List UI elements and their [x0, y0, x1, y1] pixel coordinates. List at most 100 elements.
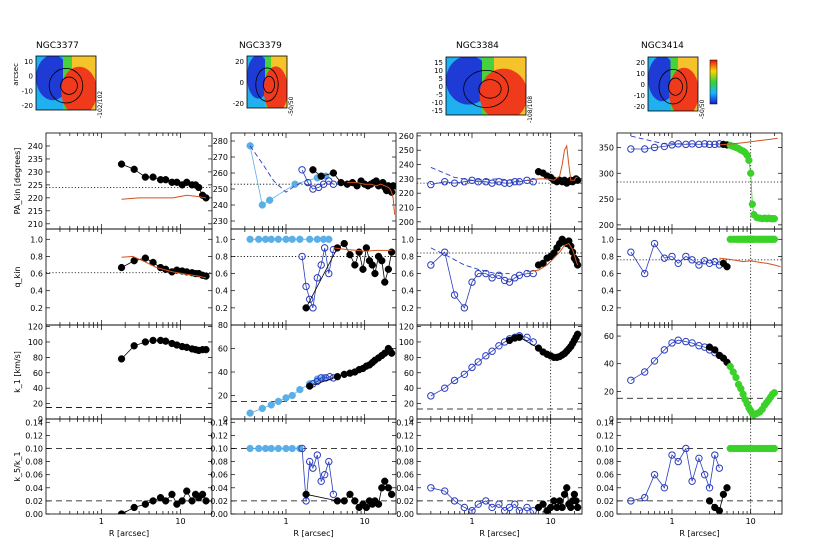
row-label: k_1 [km/s] [13, 351, 22, 393]
data-point [362, 503, 371, 512]
data-point [313, 235, 321, 243]
data-point [723, 484, 731, 492]
panel-frame [416, 324, 583, 420]
data-point [296, 235, 304, 243]
data-point-open [641, 145, 649, 153]
data-point-open [688, 339, 696, 347]
y-tick-label: 0.02 [25, 497, 43, 506]
data-point [346, 251, 354, 259]
data-point [748, 200, 757, 208]
y-tick-label: 220 [399, 189, 414, 198]
x-tick-label: 10 [546, 517, 556, 526]
data-point-open [460, 178, 469, 186]
data-point [556, 497, 564, 505]
y-tick-label: 270 [213, 153, 228, 162]
y-tick-label: 230 [28, 168, 43, 177]
series-line-photometric [719, 257, 781, 268]
series-line-dashed [430, 166, 520, 181]
y-tick-label: 0.14 [596, 418, 614, 427]
map-frame [246, 55, 288, 109]
x-axis-label: R [arcsec] [679, 529, 719, 538]
data-point-open [660, 484, 669, 492]
data-point [255, 444, 263, 453]
y-tick-label: 0.08 [210, 458, 228, 467]
panel-content [46, 448, 212, 514]
y-tick-label: 0.8 [30, 252, 43, 261]
data-point [178, 497, 186, 505]
panel-content [231, 235, 396, 312]
data-point-open [317, 261, 325, 269]
velocity-map-ngc3414: NGC3414 20 10 0 -10 -20 -50/50 [634, 41, 706, 119]
y-tick-label: 260 [213, 169, 228, 178]
data-point [378, 257, 386, 265]
data-point-open [325, 457, 333, 466]
data-point-open [441, 248, 449, 256]
x-tick-label: 1 [669, 517, 674, 526]
data-point-open [660, 346, 669, 354]
y-tick-label: 0.8 [215, 252, 228, 261]
map-axis-label: arcsec [12, 63, 20, 86]
data-point [317, 172, 325, 180]
map-y-tick-label: -5 [436, 91, 443, 99]
y-tick-label: 240 [213, 201, 228, 210]
map-red-lobe [669, 67, 698, 111]
data-point-open [482, 352, 490, 360]
map-isophote-outer [658, 69, 688, 105]
data-point [368, 261, 376, 269]
data-point [558, 503, 566, 512]
data-point [770, 444, 779, 453]
data-point-open [695, 140, 703, 149]
data-point-open [529, 269, 537, 278]
data-point [141, 338, 150, 346]
data-point-open [427, 261, 435, 269]
map-isophote-inner [478, 79, 502, 99]
data-point-open [305, 457, 314, 466]
panel-frame [616, 228, 783, 326]
data-point [573, 503, 582, 512]
map-isophote-outer [48, 68, 84, 104]
panel-q-NGC3384: 0.2 0.4 0.6 0.8 1.0 [401, 228, 583, 326]
y-tick-label: 0.10 [25, 444, 43, 453]
y-tick-label: 0.10 [210, 444, 228, 453]
panel-pa-NGC3384: 200 210 220 230 240 250 260 [399, 132, 583, 230]
data-point [149, 173, 157, 181]
panel-pa-NGC3377: 210 215 220 225 230 235 240 [28, 132, 213, 230]
series-line-photometric [719, 137, 778, 146]
map-y-tick-label: 20 [235, 58, 244, 66]
data-point-open [474, 500, 482, 508]
data-point [573, 261, 582, 269]
map-isophote-outer [255, 67, 279, 102]
y-tick-label: 0.02 [210, 497, 228, 506]
panel-frame [45, 418, 213, 515]
data-point-open [317, 477, 325, 485]
data-point [333, 373, 342, 381]
y-tick-label: 260 [399, 132, 414, 141]
map-y-tick-label: 20 [636, 59, 645, 67]
data-point [195, 183, 203, 192]
y-tick-label: 0.06 [396, 471, 414, 480]
data-point [309, 166, 317, 174]
panel-content [46, 336, 212, 408]
data-point-open [320, 470, 329, 479]
y-tick-label: 60 [604, 332, 614, 341]
data-point-open [427, 180, 435, 189]
data-point-open [450, 291, 459, 299]
series-line-dashed [430, 247, 510, 275]
data-point-open [298, 166, 306, 174]
series-connector [630, 242, 720, 275]
data-point [117, 263, 126, 272]
map-range-label: -50/50 [699, 99, 706, 119]
data-point [384, 484, 393, 492]
data-point [130, 342, 138, 350]
map-y-tick-label: 0 [240, 79, 244, 87]
data-point-open [650, 357, 659, 365]
data-point-open [441, 384, 449, 392]
data-point [560, 490, 569, 498]
data-point [246, 235, 254, 243]
y-tick-label: 0.08 [396, 458, 414, 467]
data-point-open [674, 259, 682, 267]
series-connector [249, 145, 326, 206]
data-point [141, 173, 150, 181]
y-tick-label: 0.12 [210, 431, 228, 440]
